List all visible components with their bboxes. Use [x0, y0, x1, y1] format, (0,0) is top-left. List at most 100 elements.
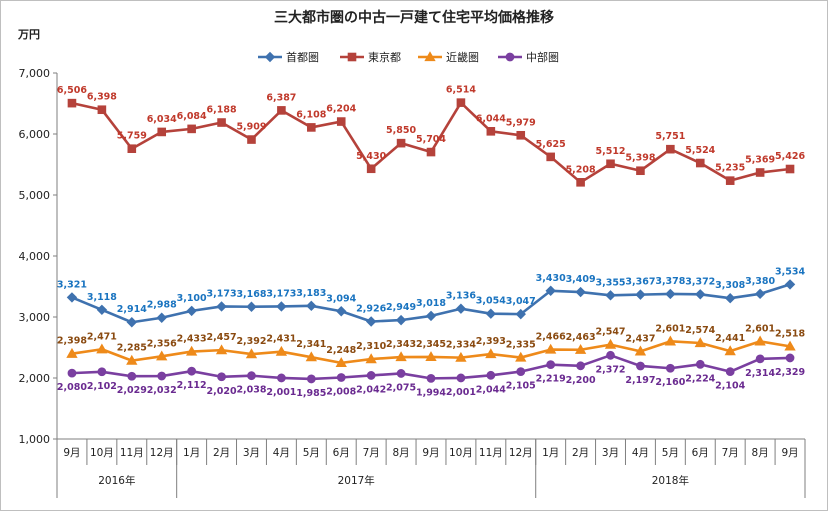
data-point [366, 371, 376, 380]
x-tick-label: 1月 [183, 447, 200, 459]
x-tick-label: 12月 [509, 447, 533, 459]
data-point [275, 345, 288, 356]
data-label: 2,433 [177, 334, 207, 345]
data-point [67, 368, 77, 378]
legend-label: 中部圏 [526, 50, 559, 64]
y-tick-label: 5,000 [19, 189, 51, 202]
data-label: 2,029 [117, 385, 147, 396]
data-label: 2,345 [416, 339, 446, 350]
x-tick-label: 11月 [120, 447, 144, 459]
data-label: 2,335 [506, 340, 536, 351]
data-point [245, 348, 258, 359]
data-label: 2,441 [715, 333, 745, 344]
data-label: 2,001 [446, 387, 476, 398]
x-tick-label: 9月 [63, 447, 80, 459]
data-label: 3,367 [625, 277, 655, 288]
data-label: 2,104 [715, 381, 745, 392]
data-point [66, 292, 78, 303]
year-label: 2018年 [652, 474, 689, 487]
y-tick-label: 6,000 [19, 128, 51, 141]
data-point [336, 306, 347, 317]
data-point [126, 354, 138, 365]
data-point [485, 308, 497, 319]
data-point [126, 317, 138, 328]
data-point [276, 301, 287, 312]
data-label: 3,355 [595, 277, 625, 288]
y-tick-label: 3,000 [19, 311, 51, 324]
data-point [666, 144, 675, 154]
x-tick-label: 10月 [90, 447, 114, 459]
data-point [365, 316, 377, 327]
data-point [546, 360, 556, 370]
data-label: 2,431 [266, 334, 296, 345]
y-tick-label: 1,000 [19, 433, 51, 446]
data-point [277, 373, 286, 383]
data-label: 2,105 [506, 381, 536, 392]
x-tick-label: 4月 [273, 447, 290, 459]
data-point [97, 367, 107, 377]
data-point [246, 301, 257, 312]
data-point [515, 308, 526, 320]
x-tick-label: 2月 [213, 447, 230, 459]
data-label: 2,008 [326, 387, 356, 398]
data-point [247, 371, 256, 381]
data-point [425, 310, 437, 322]
y-axis: 1,000 2,000 3,000 4,000 5,000 6,000 7,000 [19, 67, 58, 446]
data-point [486, 127, 496, 136]
data-point [546, 152, 555, 162]
legend-label: 首都圏 [286, 50, 319, 64]
data-point [576, 178, 585, 187]
x-tick-label: 4月 [632, 447, 649, 459]
data-label: 2,471 [87, 331, 117, 342]
data-point [67, 98, 77, 108]
data-point [724, 345, 736, 356]
x-tick-label: 11月 [479, 447, 503, 459]
data-point [127, 144, 137, 154]
data-point [694, 337, 706, 348]
data-label: 2,020 [207, 386, 237, 397]
data-label: 6,387 [266, 92, 296, 103]
data-label: 3,136 [446, 291, 476, 302]
data-label: 6,514 [446, 85, 476, 96]
data-label: 2,334 [446, 340, 476, 351]
data-point [725, 367, 735, 377]
chart-title: 三大都市圏の中古一戸建て住宅平均価格推移 [274, 9, 554, 26]
data-point [156, 312, 167, 323]
data-label: 2,914 [117, 304, 147, 315]
data-label: 2,343 [386, 339, 416, 350]
data-point [97, 105, 107, 115]
data-point [215, 344, 228, 355]
data-label: 2,001 [266, 387, 296, 398]
data-point [335, 357, 347, 367]
x-tick-label: 6月 [333, 447, 350, 459]
data-point [66, 347, 78, 358]
data-point [306, 300, 317, 312]
x-tick-label: 10月 [449, 447, 473, 459]
x-tick-label: 5月 [662, 447, 679, 459]
data-point [605, 290, 616, 301]
data-point [186, 305, 197, 317]
data-point [725, 176, 735, 185]
data-label: 2,341 [296, 339, 326, 350]
data-point [606, 350, 615, 360]
data-label: 2,392 [236, 336, 266, 347]
data-point [634, 345, 647, 356]
legend-marker [424, 51, 436, 62]
data-label: 2,329 [775, 367, 805, 378]
x-tick-label: 5月 [303, 447, 320, 459]
data-point [515, 351, 527, 362]
data-label: 5,369 [745, 154, 775, 165]
data-label: 2,200 [566, 375, 596, 386]
data-label: 2,437 [625, 333, 655, 344]
data-label: 2,075 [386, 382, 416, 393]
data-point [365, 353, 377, 364]
data-point [247, 135, 256, 144]
x-tick-label: 7月 [722, 447, 739, 459]
data-point [307, 123, 316, 132]
y-unit-label: 万円 [17, 28, 40, 41]
data-label: 6,204 [326, 104, 356, 115]
y-tick-label: 4,000 [19, 250, 51, 263]
data-point [664, 335, 677, 346]
data-point [366, 164, 376, 174]
